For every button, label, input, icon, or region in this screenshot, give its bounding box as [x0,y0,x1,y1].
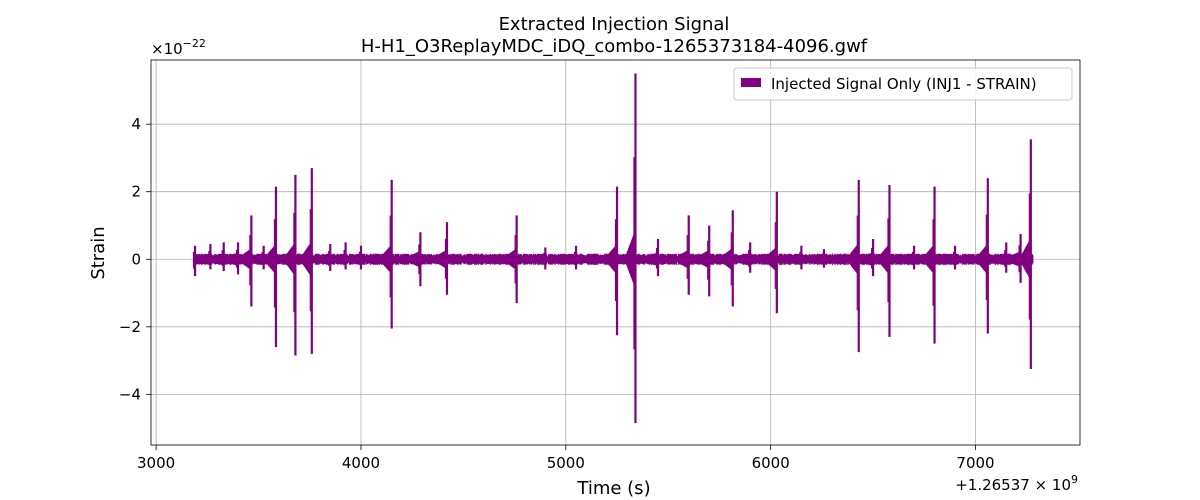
series-line [192,73,1034,424]
y-tick-label: −2 [119,318,141,336]
grid [151,60,1080,445]
chart-title: Extracted Injection Signal [499,14,730,35]
legend-swatch [741,78,761,87]
legend: Injected Signal Only (INJ1 - STRAIN) [733,67,1073,101]
signal-center-band [193,256,1033,262]
x-offset-label: +1.26537 × 109 [955,473,1078,494]
legend-box [733,67,1073,101]
y-tick-label: 4 [131,115,141,133]
x-tick-label: 5000 [547,454,585,472]
y-scale-base: ×10 [151,40,183,58]
y-axis-label: Strain [88,226,109,279]
x-tick-label: 4000 [342,454,380,472]
x-tick-label: 3000 [137,454,175,472]
x-tick-label: 7000 [956,454,994,472]
plot-frame [150,59,1081,446]
x-offset-exponent: 9 [1071,473,1078,486]
x-axis: 3000 4000 5000 6000 7000 [137,445,995,472]
y-scale-exponent: −22 [183,37,206,50]
legend-entry: Injected Signal Only (INJ1 - STRAIN) [771,75,1037,93]
y-tick-label: −4 [119,385,141,403]
y-tick-label: 0 [131,250,141,268]
chart-subtitle: H-H1_O3ReplayMDC_iDQ_combo-1265373184-40… [361,36,868,57]
x-tick-label: 6000 [752,454,790,472]
y-tick-label: 2 [131,183,141,201]
x-axis-label: Time (s) [576,478,650,499]
x-offset-base: +1.26537 × 10 [955,476,1071,494]
y-axis: −4 −2 0 2 4 [119,115,151,403]
y-scale-factor: ×10−22 [151,37,206,58]
